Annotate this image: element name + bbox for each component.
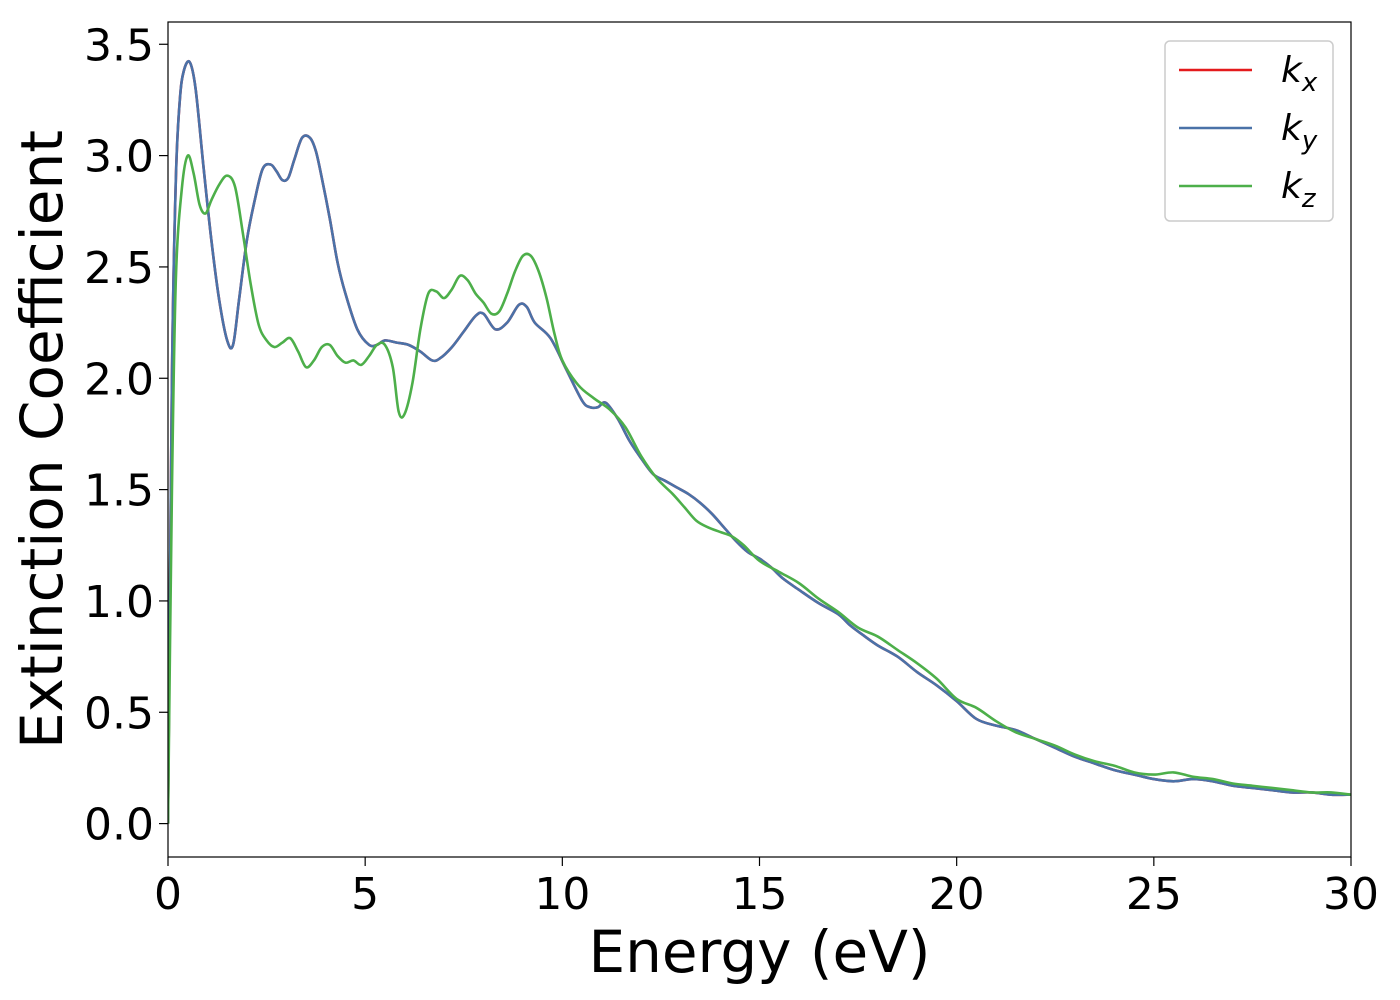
series-layer [168, 60, 1351, 824]
y-tick-label: 3.5 [84, 20, 154, 71]
x-tick-label: 10 [534, 869, 590, 920]
y-tick-label: 3.0 [84, 132, 154, 183]
x-tick-label: 0 [154, 869, 182, 920]
y-axis-label: Extinction Coefficient [8, 130, 76, 749]
y-tick-label: 2.0 [84, 354, 154, 405]
legend-label: kz [1281, 166, 1317, 214]
y-tick-label: 0.0 [84, 800, 154, 851]
legend-frame [1164, 40, 1334, 222]
x-axis-label: Energy (eV) [588, 918, 930, 986]
legend-entry-kx: kx [1179, 50, 1318, 98]
y-tick-label: 0.5 [84, 688, 154, 739]
legend-entry-kz: kz [1179, 166, 1317, 214]
x-tick-label: 15 [732, 869, 788, 920]
x-tick-label: 30 [1323, 869, 1379, 920]
y-tick-label: 1.0 [84, 577, 154, 628]
x-tick-label: 25 [1126, 869, 1182, 920]
x-axis: 0 5 10 15 20 25 30 [154, 857, 1379, 920]
legend-entry-ky: ky [1179, 108, 1318, 156]
y-tick-label: 1.5 [84, 466, 154, 517]
y-tick-label: 2.5 [84, 243, 154, 294]
x-tick-label: 20 [929, 869, 985, 920]
series-line-kz [168, 153, 1351, 824]
x-tick-label: 5 [351, 869, 379, 920]
legend: kx ky kz [1164, 40, 1334, 222]
legend-label: ky [1281, 108, 1318, 156]
legend-label: kx [1281, 50, 1318, 98]
y-axis: 0.0 0.5 1.0 1.5 2.0 2.5 3.0 3.5 [84, 20, 168, 851]
